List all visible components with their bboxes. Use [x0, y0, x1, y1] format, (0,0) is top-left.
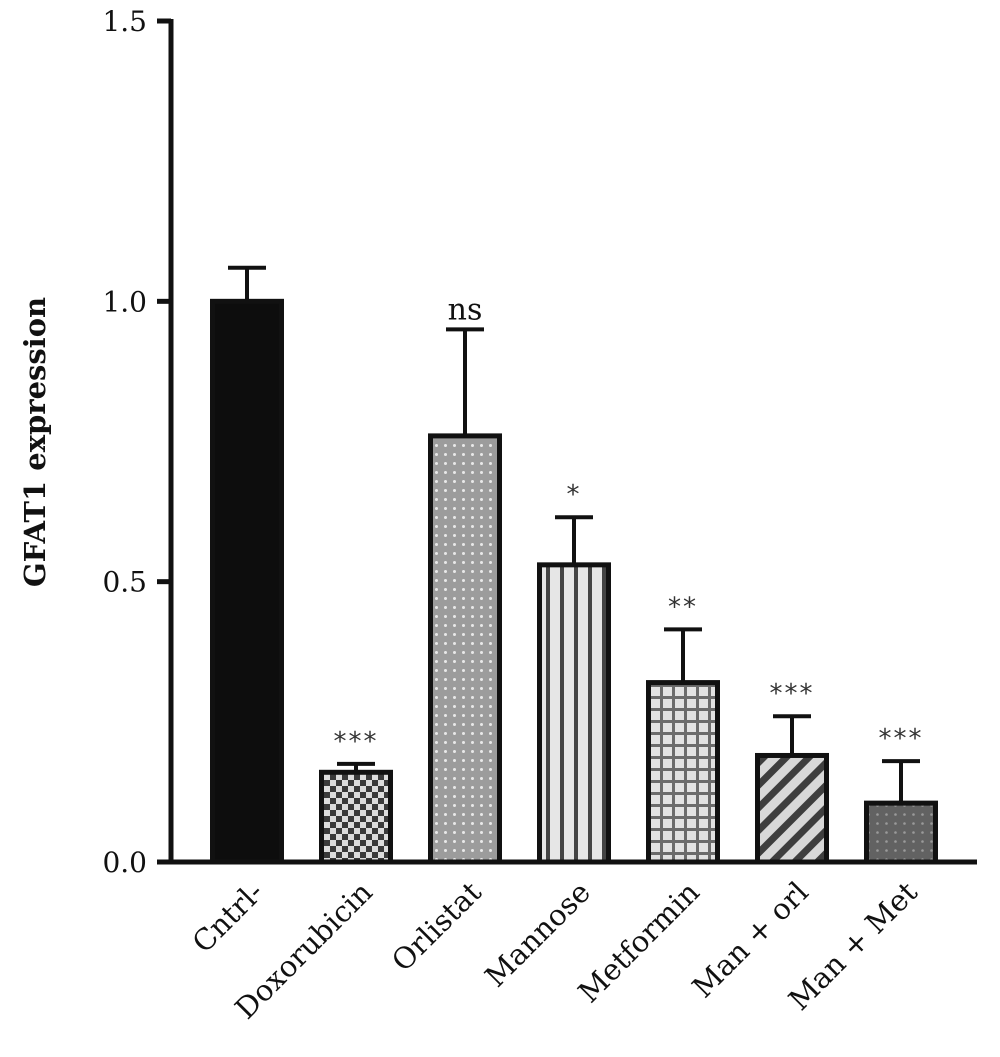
significance-label: ***: [770, 679, 815, 709]
significance-label: *: [567, 480, 582, 510]
y-axis-title: GFAT1 expression: [18, 297, 52, 587]
significance-label: ***: [879, 724, 924, 754]
significance-label: ***: [334, 727, 379, 757]
y-tick-label: 1.5: [102, 5, 147, 38]
bar: [210, 298, 284, 865]
significance-label: ns: [448, 292, 483, 327]
x-axis-labels: Cntrl-Doxorubicin OrlistatMannoseMetformi…: [185, 875, 924, 1026]
x-tick-label: Mannose: [478, 875, 597, 994]
bar: [319, 769, 393, 865]
x-tick-label: Cntrl-: [185, 875, 269, 959]
axes: [168, 19, 977, 865]
x-tick-label: Orlistat: [385, 875, 488, 978]
significance-label: **: [668, 592, 698, 622]
bar: [537, 562, 611, 865]
bars: ***ns*********: [210, 265, 938, 865]
bar: [755, 752, 829, 865]
y-tick-label: 1.0: [102, 285, 147, 318]
y-tick-label: 0.5: [102, 566, 147, 599]
y-tick-label: 0.0: [102, 846, 147, 879]
bar: [646, 680, 720, 865]
bar: [428, 433, 502, 865]
y-axis-ticks: 0.0 0.5 1.0 1.5: [102, 5, 171, 879]
bar: [864, 800, 938, 865]
